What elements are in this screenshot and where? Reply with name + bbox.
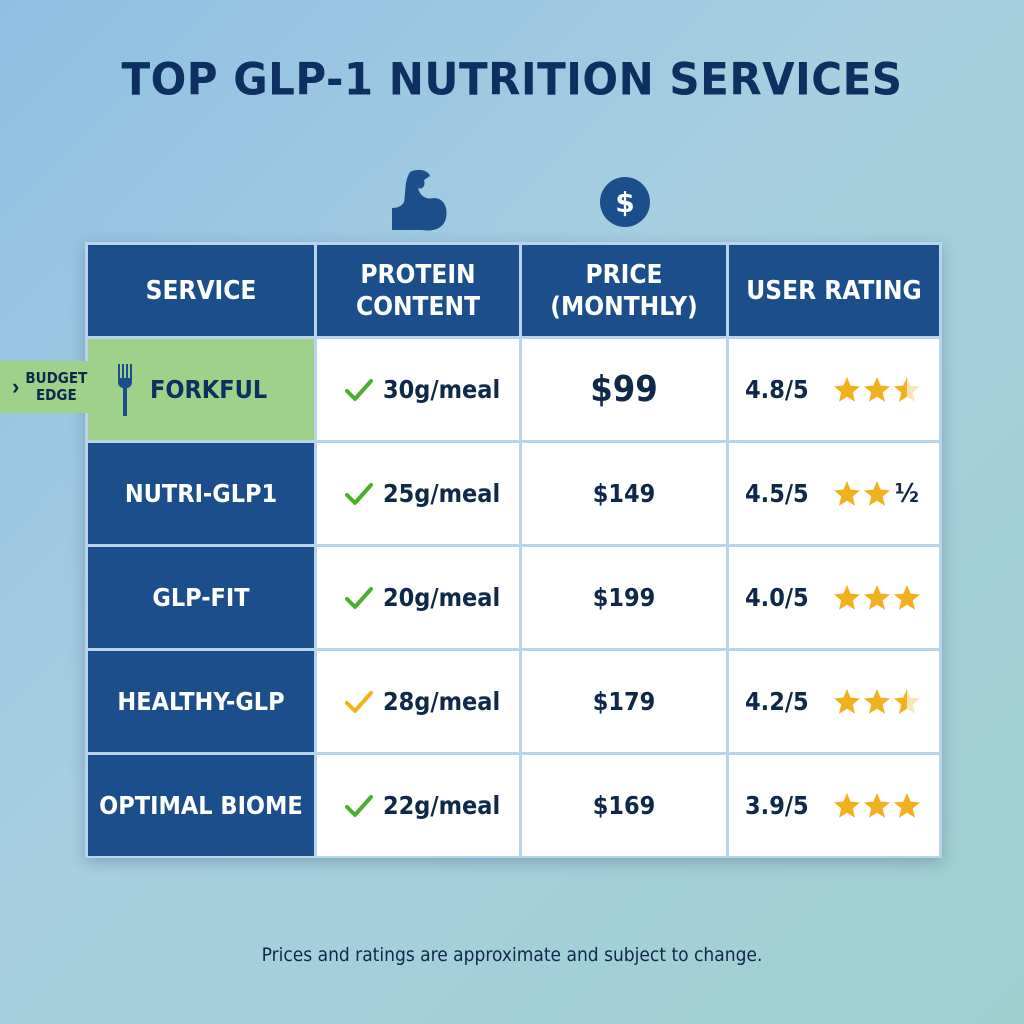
price-value: $149 bbox=[592, 479, 656, 508]
price-value: $199 bbox=[592, 583, 656, 612]
half-star-icon bbox=[893, 376, 920, 402]
star-icon bbox=[833, 792, 860, 818]
footnote: Prices and ratings are approximate and s… bbox=[261, 944, 763, 966]
price-value: $99 bbox=[590, 369, 658, 410]
service-name: HEALTHY-GLP bbox=[117, 687, 285, 716]
rating-value: 3.9/5 bbox=[745, 791, 809, 820]
protein-cell: 30g/meal bbox=[317, 339, 519, 440]
star-rating bbox=[833, 376, 923, 404]
star-icon bbox=[833, 688, 860, 714]
service-cell: HEALTHY-GLP bbox=[88, 651, 314, 752]
header-protein: PROTEIN CONTENT bbox=[317, 245, 519, 336]
half-star-icon bbox=[893, 688, 920, 714]
checkmark-icon bbox=[345, 586, 373, 609]
page-title: TOP GLP-1 NUTRITION SERVICES bbox=[121, 53, 903, 106]
protein-value: 20g/meal bbox=[383, 583, 501, 612]
header-rating-label: USER RATING bbox=[746, 275, 922, 306]
header-protein-label: PROTEIN CONTENT bbox=[355, 259, 481, 322]
protein-cell: 22g/meal bbox=[317, 755, 519, 856]
service-name: FORKFUL bbox=[150, 375, 268, 404]
protein-value: 25g/meal bbox=[383, 479, 501, 508]
protein-cell: 28g/meal bbox=[317, 651, 519, 752]
budget-edge-badge: › BUDGET EDGE bbox=[0, 361, 110, 413]
star-rating bbox=[833, 688, 923, 716]
price-cell: $149 bbox=[522, 443, 726, 544]
service-cell: NUTRI-GLP1 bbox=[88, 443, 314, 544]
rating-value: 4.0/5 bbox=[745, 583, 809, 612]
protein-cell: 20g/meal bbox=[317, 547, 519, 648]
rating-cell: 4.8/5 bbox=[729, 339, 939, 440]
checkmark-icon bbox=[345, 482, 373, 505]
rating-value: 4.2/5 bbox=[745, 687, 809, 716]
header-price: PRICE (MONTHLY) bbox=[522, 245, 726, 336]
star-icon bbox=[863, 584, 890, 610]
checkmark-icon bbox=[345, 794, 373, 817]
header-rating: USER RATING bbox=[729, 245, 939, 336]
service-cell: OPTIMAL BIOME bbox=[88, 755, 314, 856]
price-value: $179 bbox=[592, 687, 656, 716]
service-cell: FORKFUL bbox=[88, 339, 314, 440]
rating-value: 4.5/5 bbox=[745, 479, 809, 508]
half-glyph: ½ bbox=[894, 478, 919, 509]
protein-value: 28g/meal bbox=[383, 687, 501, 716]
service-name: GLP-FIT bbox=[152, 583, 250, 612]
price-value: $169 bbox=[592, 791, 656, 820]
rating-value: 4.8/5 bbox=[745, 375, 809, 404]
protein-value: 22g/meal bbox=[383, 791, 501, 820]
service-name: OPTIMAL BIOME bbox=[99, 791, 303, 820]
service-name: NUTRI-GLP1 bbox=[124, 479, 278, 508]
checkmark-icon bbox=[345, 690, 373, 713]
star-icon bbox=[863, 480, 890, 506]
comparison-table: SERVICE PROTEIN CONTENT PRICE (MONTHLY) … bbox=[85, 242, 942, 858]
header-service: SERVICE bbox=[88, 245, 314, 336]
price-cell: $179 bbox=[522, 651, 726, 752]
protein-value: 30g/meal bbox=[383, 375, 501, 404]
header-price-label: PRICE (MONTHLY) bbox=[550, 259, 698, 322]
star-icon bbox=[833, 376, 860, 402]
dollar-coin-icon: $ bbox=[600, 177, 650, 227]
price-cell: $99 bbox=[522, 339, 726, 440]
badge-label: BUDGET EDGE bbox=[25, 369, 88, 404]
star-icon bbox=[893, 584, 920, 610]
star-icon bbox=[893, 792, 920, 818]
flexed-arm-icon bbox=[392, 169, 447, 231]
svg-text:$: $ bbox=[615, 186, 634, 219]
star-rating bbox=[833, 792, 923, 820]
star-icon bbox=[833, 480, 860, 506]
star-rating: ½ bbox=[833, 479, 919, 509]
service-cell: GLP-FIT bbox=[88, 547, 314, 648]
star-rating bbox=[833, 584, 923, 612]
rating-cell: 3.9/5 bbox=[729, 755, 939, 856]
star-icon bbox=[863, 376, 890, 402]
rating-cell: 4.5/5 ½ bbox=[729, 443, 939, 544]
rating-cell: 4.2/5 bbox=[729, 651, 939, 752]
price-cell: $199 bbox=[522, 547, 726, 648]
header-service-label: SERVICE bbox=[145, 275, 257, 306]
star-icon bbox=[833, 584, 860, 610]
checkmark-icon bbox=[345, 378, 373, 401]
star-icon bbox=[863, 792, 890, 818]
protein-cell: 25g/meal bbox=[317, 443, 519, 544]
fork-icon bbox=[118, 363, 132, 416]
chevron-right-icon: › bbox=[12, 374, 20, 399]
price-cell: $169 bbox=[522, 755, 726, 856]
rating-cell: 4.0/5 bbox=[729, 547, 939, 648]
star-icon bbox=[863, 688, 890, 714]
